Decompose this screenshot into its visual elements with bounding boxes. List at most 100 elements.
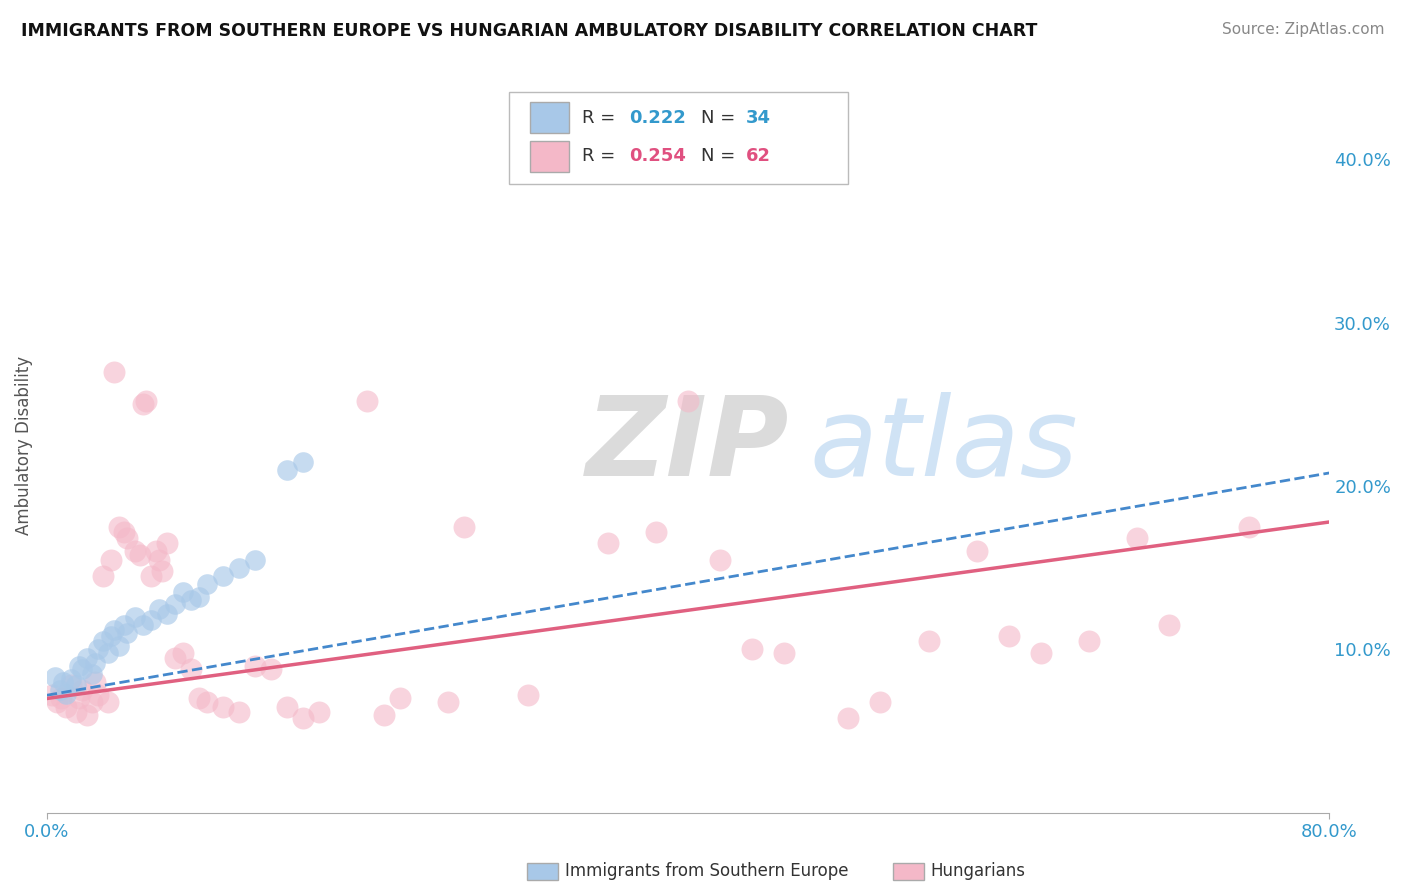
FancyBboxPatch shape xyxy=(509,92,848,184)
Point xyxy=(373,707,395,722)
Point xyxy=(65,678,87,692)
Text: ZIP: ZIP xyxy=(585,392,789,499)
Point xyxy=(308,705,330,719)
Point xyxy=(276,699,298,714)
Point xyxy=(676,394,699,409)
Point xyxy=(91,569,114,583)
Point xyxy=(148,601,170,615)
Point xyxy=(228,560,250,574)
Point xyxy=(115,532,138,546)
Text: atlas: atlas xyxy=(810,392,1078,499)
Point xyxy=(76,707,98,722)
Point xyxy=(91,634,114,648)
Text: Hungarians: Hungarians xyxy=(931,863,1026,880)
Point xyxy=(41,688,63,702)
Point xyxy=(55,687,77,701)
Y-axis label: Ambulatory Disability: Ambulatory Disability xyxy=(15,356,32,534)
Point xyxy=(180,593,202,607)
Point xyxy=(837,711,859,725)
Point xyxy=(172,585,194,599)
Point xyxy=(245,658,267,673)
Text: R =: R = xyxy=(582,147,620,165)
Point xyxy=(709,552,731,566)
Point xyxy=(108,639,131,653)
Point xyxy=(260,662,283,676)
Point xyxy=(148,552,170,566)
Point xyxy=(59,672,82,686)
Text: Immigrants from Southern Europe: Immigrants from Southern Europe xyxy=(565,863,849,880)
Point xyxy=(103,365,125,379)
Point xyxy=(188,590,211,604)
Point xyxy=(115,626,138,640)
Point xyxy=(165,650,187,665)
Text: N =: N = xyxy=(702,147,741,165)
Point xyxy=(55,699,77,714)
Point xyxy=(1077,634,1099,648)
Point xyxy=(97,695,120,709)
Point xyxy=(80,667,103,681)
Point xyxy=(59,678,82,692)
Point xyxy=(188,691,211,706)
Point xyxy=(52,675,75,690)
Point xyxy=(112,618,135,632)
Point xyxy=(156,536,179,550)
Point xyxy=(132,618,155,632)
Point xyxy=(741,642,763,657)
FancyBboxPatch shape xyxy=(530,141,569,171)
Point xyxy=(436,695,458,709)
Text: Source: ZipAtlas.com: Source: ZipAtlas.com xyxy=(1222,22,1385,37)
Point xyxy=(1237,520,1260,534)
Point xyxy=(100,552,122,566)
Point xyxy=(124,544,146,558)
Point xyxy=(67,691,90,706)
Point xyxy=(70,662,93,676)
Point xyxy=(84,675,107,690)
FancyBboxPatch shape xyxy=(530,103,569,133)
Text: 0.222: 0.222 xyxy=(628,109,686,127)
Point xyxy=(966,544,988,558)
Point xyxy=(80,695,103,709)
Point xyxy=(212,699,235,714)
Point xyxy=(65,705,87,719)
Point xyxy=(76,650,98,665)
Text: R =: R = xyxy=(582,109,620,127)
Text: 34: 34 xyxy=(745,109,770,127)
Point xyxy=(44,670,66,684)
Point xyxy=(292,454,315,468)
Point xyxy=(453,520,475,534)
Point xyxy=(97,646,120,660)
Point xyxy=(145,544,167,558)
Point xyxy=(165,597,187,611)
Point xyxy=(645,524,668,539)
Point xyxy=(1029,646,1052,660)
Point xyxy=(100,629,122,643)
Point xyxy=(132,397,155,411)
Text: IMMIGRANTS FROM SOUTHERN EUROPE VS HUNGARIAN AMBULATORY DISABILITY CORRELATION C: IMMIGRANTS FROM SOUTHERN EUROPE VS HUNGA… xyxy=(21,22,1038,40)
Text: 0.254: 0.254 xyxy=(628,147,686,165)
Point xyxy=(51,691,73,706)
Point xyxy=(87,642,110,657)
Point xyxy=(84,656,107,670)
Point xyxy=(150,564,173,578)
Point xyxy=(156,607,179,621)
Point xyxy=(869,695,891,709)
Point xyxy=(195,695,218,709)
Point xyxy=(112,524,135,539)
Point xyxy=(139,569,162,583)
Point xyxy=(124,609,146,624)
Point xyxy=(128,548,150,562)
Point xyxy=(1126,532,1149,546)
Point xyxy=(596,536,619,550)
Point xyxy=(1157,618,1180,632)
Point xyxy=(103,623,125,637)
Point xyxy=(917,634,939,648)
Point xyxy=(356,394,378,409)
Point xyxy=(135,394,157,409)
Point xyxy=(45,695,67,709)
Point xyxy=(172,646,194,660)
Point xyxy=(228,705,250,719)
Point xyxy=(70,683,93,698)
Point xyxy=(997,629,1019,643)
Point xyxy=(212,569,235,583)
Point xyxy=(48,683,70,698)
